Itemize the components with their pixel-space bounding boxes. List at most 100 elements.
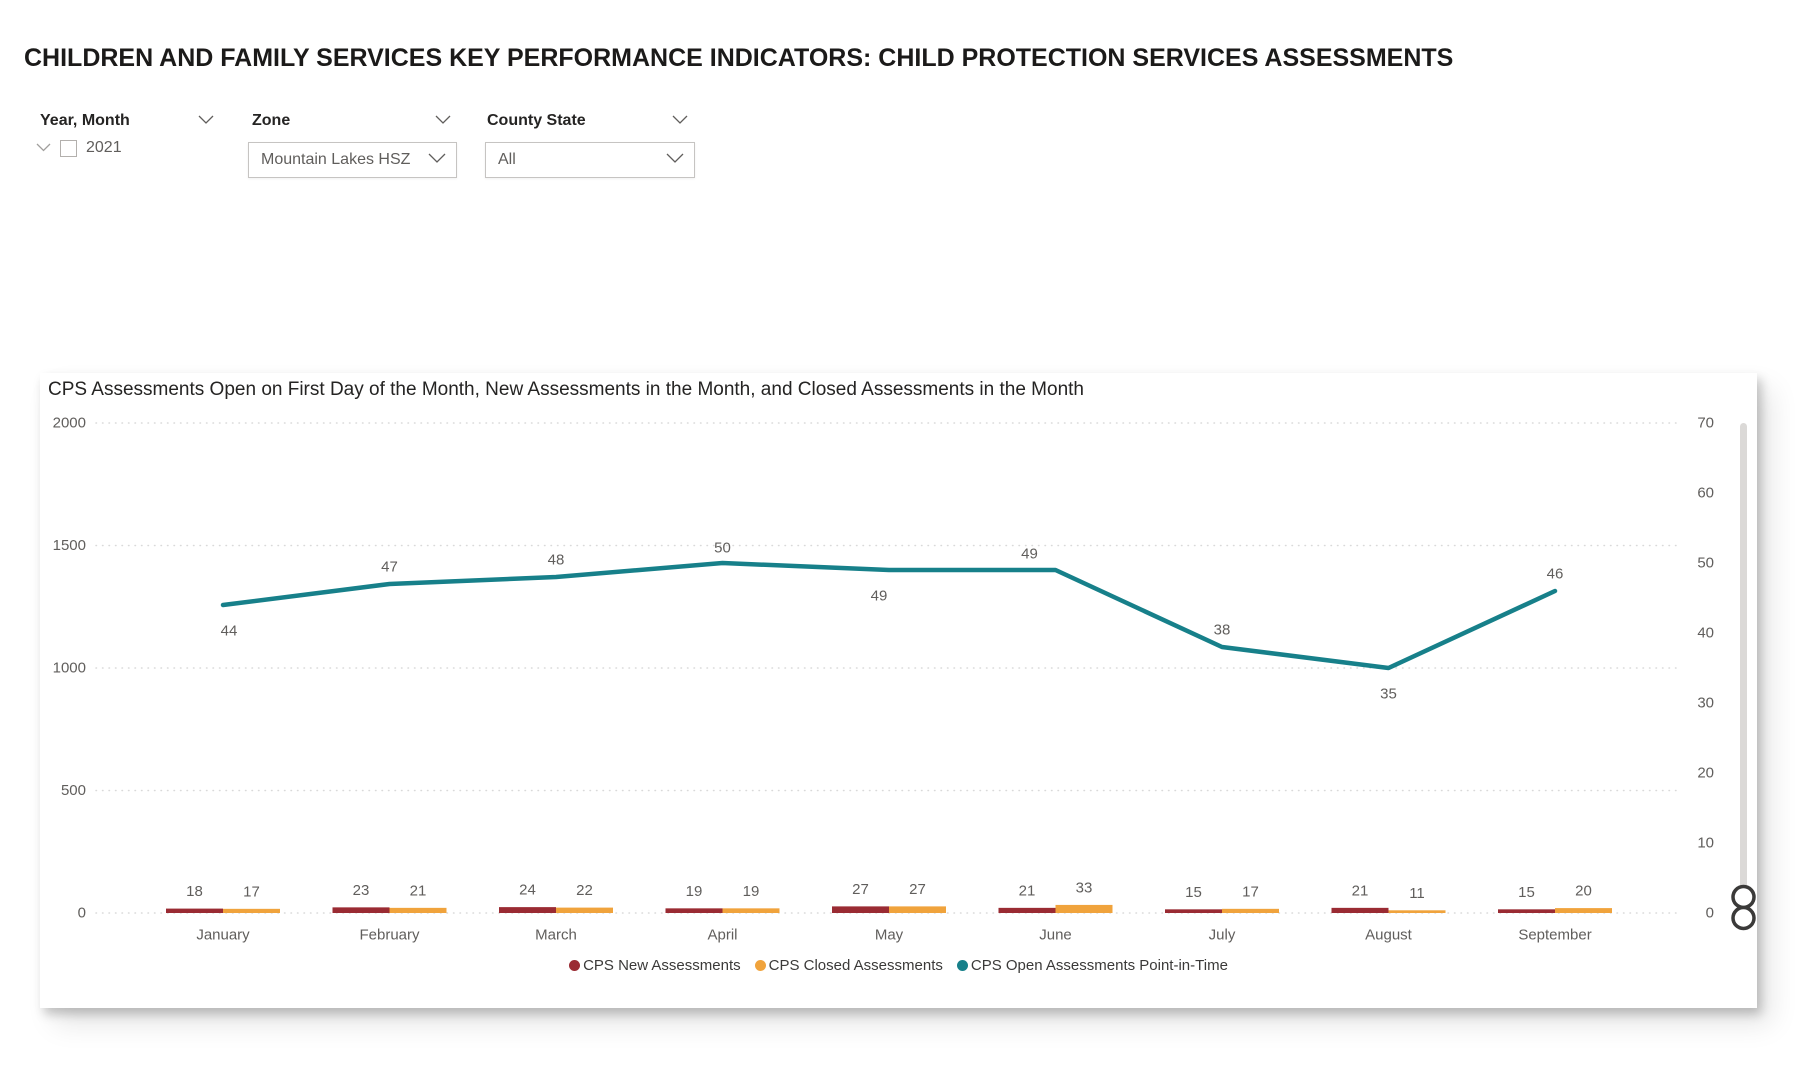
left-axis-tick-label: 0 <box>78 905 86 922</box>
right-axis-tick-label: 10 <box>1697 835 1714 852</box>
bar-cps-closed-assessments[interactable] <box>1389 910 1446 913</box>
bar-data-label: 33 <box>1076 879 1093 896</box>
x-axis-month-label: April <box>707 927 737 944</box>
right-axis-tick-label: 0 <box>1706 905 1714 922</box>
slicer-zone-label: Zone <box>252 112 290 130</box>
chevron-down-icon[interactable] <box>428 151 446 169</box>
bar-cps-new-assessments[interactable] <box>1498 909 1555 913</box>
bar-cps-closed-assessments[interactable] <box>223 909 280 913</box>
legend-item-cps-closed-assessments[interactable]: CPS Closed Assessments <box>755 957 943 974</box>
checkbox-2021[interactable] <box>60 140 77 157</box>
bar-data-label: 19 <box>743 883 760 900</box>
bar-data-label: 19 <box>686 883 703 900</box>
bar-data-label: 27 <box>909 881 926 898</box>
bar-data-label: 21 <box>410 882 427 899</box>
x-axis-month-label: August <box>1365 927 1413 944</box>
bar-cps-closed-assessments[interactable] <box>723 908 780 913</box>
combo-chart-visual: CPS Assessments Open on First Day of the… <box>40 373 1757 1008</box>
x-axis-month-label: July <box>1209 927 1236 944</box>
slicer-year-month-label: Year, Month <box>40 112 130 130</box>
line-data-label: 49 <box>1021 546 1038 563</box>
line-cps-open-assessments-point-in-time[interactable] <box>223 563 1555 668</box>
bar-cps-closed-assessments[interactable] <box>1056 905 1113 913</box>
line-data-label: 35 <box>1380 686 1397 703</box>
right-axis-tick-label: 20 <box>1697 765 1714 782</box>
line-data-label: 47 <box>381 559 398 576</box>
line-data-label: 49 <box>871 588 888 605</box>
bar-data-label: 11 <box>1409 885 1425 902</box>
x-axis-month-label: March <box>535 927 577 944</box>
report-canvas: CHILDREN AND FAMILY SERVICES KEY PERFORM… <box>0 0 1800 1067</box>
legend-dot-icon <box>569 960 580 971</box>
zone-dropdown[interactable]: Mountain Lakes HSZ <box>248 142 457 178</box>
chevron-down-icon[interactable] <box>672 112 688 130</box>
county-state-dropdown-value: All <box>498 151 516 169</box>
x-axis-month-label: May <box>875 927 904 944</box>
bar-cps-new-assessments[interactable] <box>1332 908 1389 913</box>
slicer-zone-header[interactable]: Zone <box>252 112 451 130</box>
bar-data-label: 17 <box>1242 883 1259 900</box>
zone-dropdown-value: Mountain Lakes HSZ <box>261 151 410 169</box>
line-data-label: 38 <box>1214 622 1231 639</box>
right-axis-tick-label: 60 <box>1697 485 1714 502</box>
bar-cps-new-assessments[interactable] <box>166 909 223 913</box>
tree-item-label: 2021 <box>86 139 122 157</box>
slicer-county-state-label: County State <box>487 112 586 130</box>
county-state-dropdown[interactable]: All <box>485 142 695 178</box>
left-axis-tick-label: 500 <box>61 782 86 799</box>
chart-legend: CPS New Assessments CPS Closed Assessment… <box>40 957 1757 974</box>
legend-label: CPS Closed Assessments <box>769 957 943 974</box>
right-axis-tick-label: 70 <box>1697 415 1714 432</box>
bar-data-label: 18 <box>186 883 203 900</box>
zoom-slider-handle-bottom[interactable] <box>1733 908 1754 929</box>
bar-cps-new-assessments[interactable] <box>333 907 390 913</box>
chevron-down-icon[interactable] <box>435 112 451 130</box>
zoom-slider-track[interactable] <box>1740 423 1747 898</box>
bar-cps-new-assessments[interactable] <box>666 908 723 913</box>
bar-data-label: 15 <box>1185 884 1202 901</box>
line-data-label: 44 <box>221 623 238 640</box>
right-axis-tick-label: 30 <box>1697 695 1714 712</box>
bar-data-label: 21 <box>1019 882 1036 899</box>
chevron-down-icon[interactable] <box>198 112 214 130</box>
bar-cps-new-assessments[interactable] <box>999 908 1056 913</box>
bar-data-label: 27 <box>852 881 869 898</box>
bar-data-label: 17 <box>243 883 260 900</box>
x-axis-month-label: September <box>1518 927 1591 944</box>
expand-chevron-down-icon[interactable] <box>36 139 51 157</box>
bar-cps-closed-assessments[interactable] <box>889 906 946 913</box>
right-axis-tick-label: 40 <box>1697 625 1714 642</box>
x-axis-month-label: January <box>196 927 250 944</box>
left-axis-tick-label: 1500 <box>53 537 86 554</box>
bar-data-label: 23 <box>353 882 370 899</box>
left-axis-tick-label: 1000 <box>53 660 86 677</box>
line-data-label: 48 <box>548 552 565 569</box>
chevron-down-icon[interactable] <box>666 151 684 169</box>
bar-cps-closed-assessments[interactable] <box>1555 908 1612 913</box>
slicer-year-month-item-2021[interactable]: 2021 <box>36 139 122 157</box>
bar-data-label: 20 <box>1575 883 1592 900</box>
bar-data-label: 24 <box>519 882 536 899</box>
line-data-label: 46 <box>1547 566 1564 583</box>
bar-data-label: 21 <box>1352 882 1369 899</box>
legend-item-cps-new-assessments[interactable]: CPS New Assessments <box>569 957 741 974</box>
x-axis-month-label: June <box>1039 927 1072 944</box>
chart-plot-area: 0500100015002000010203040506070182324192… <box>40 373 1757 1008</box>
legend-dot-icon <box>957 960 968 971</box>
bar-cps-new-assessments[interactable] <box>499 907 556 913</box>
slicer-year-month-header[interactable]: Year, Month <box>40 112 214 130</box>
bar-cps-closed-assessments[interactable] <box>1222 909 1279 913</box>
bar-cps-closed-assessments[interactable] <box>390 908 447 913</box>
right-axis-tick-label: 50 <box>1697 555 1714 572</box>
legend-item-cps-open-assessments-point-in-time[interactable]: CPS Open Assessments Point-in-Time <box>957 957 1228 974</box>
line-data-label: 50 <box>714 540 731 557</box>
legend-label: CPS Open Assessments Point-in-Time <box>971 957 1228 974</box>
page-title: CHILDREN AND FAMILY SERVICES KEY PERFORM… <box>24 44 1453 73</box>
bar-cps-new-assessments[interactable] <box>832 906 889 913</box>
bar-cps-closed-assessments[interactable] <box>556 908 613 913</box>
x-axis-month-label: February <box>359 927 420 944</box>
legend-label: CPS New Assessments <box>583 957 741 974</box>
zoom-slider-handle-top[interactable] <box>1733 887 1754 908</box>
bar-cps-new-assessments[interactable] <box>1165 909 1222 913</box>
slicer-county-state-header[interactable]: County State <box>487 112 688 130</box>
